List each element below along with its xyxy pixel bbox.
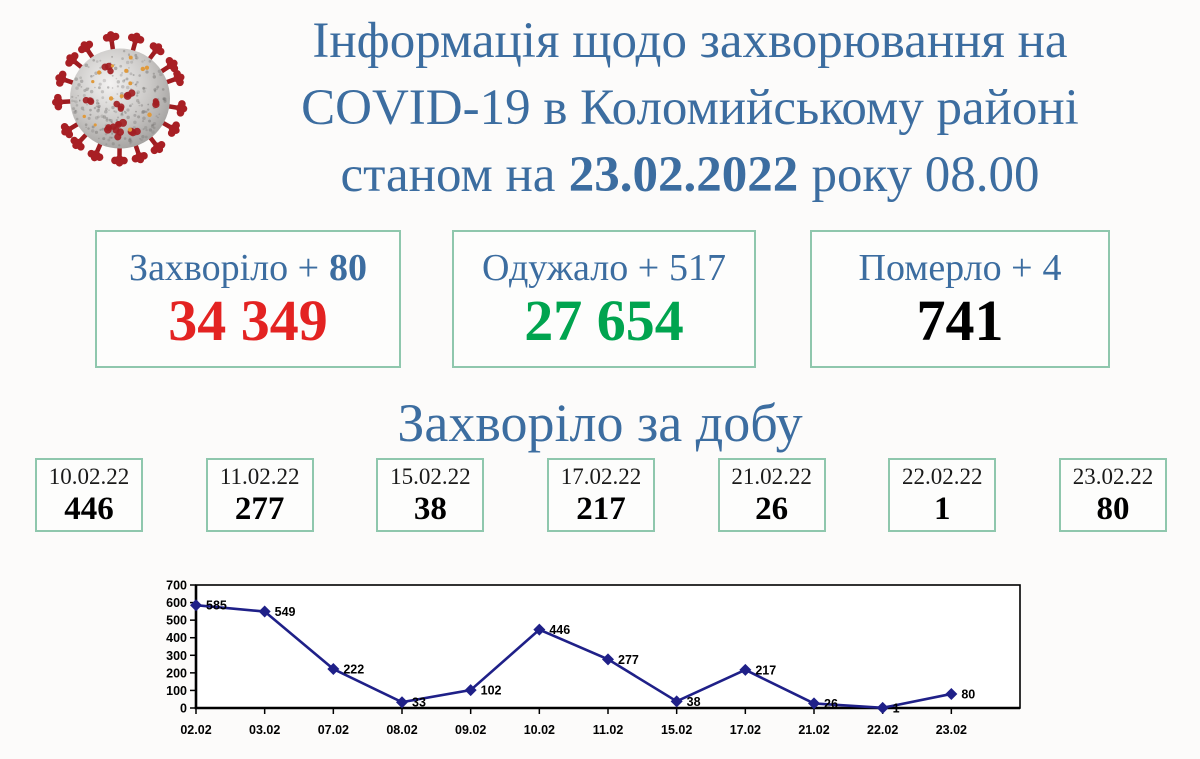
svg-text:700: 700 bbox=[166, 579, 187, 593]
daily-box: 23.02.22 80 bbox=[1058, 458, 1167, 532]
title-line-2: COVID-19 в Коломийському районі bbox=[301, 80, 1079, 136]
daily-box: 15.02.22 38 bbox=[376, 458, 485, 532]
svg-text:17.02: 17.02 bbox=[730, 723, 761, 737]
svg-text:200: 200 bbox=[166, 666, 187, 680]
svg-text:33: 33 bbox=[412, 696, 426, 710]
deaths-daily-delta: 4 bbox=[1042, 247, 1062, 289]
daily-boxes-row: 10.02.22 446 11.02.22 277 15.02.22 38 17… bbox=[35, 458, 1167, 532]
recovered-daily-delta: 517 bbox=[669, 247, 726, 289]
daily-box: 22.02.22 1 bbox=[888, 458, 997, 532]
daily-box-date: 23.02.22 bbox=[1072, 464, 1154, 489]
svg-text:07.02: 07.02 bbox=[318, 723, 349, 737]
title-date-suffix: року 08.00 bbox=[811, 147, 1040, 203]
svg-text:1: 1 bbox=[893, 701, 900, 715]
svg-text:0: 0 bbox=[180, 702, 187, 716]
svg-text:02.02: 02.02 bbox=[180, 723, 211, 737]
svg-text:277: 277 bbox=[618, 653, 639, 667]
daily-box-value: 1 bbox=[934, 491, 951, 527]
daily-box-value: 446 bbox=[64, 491, 114, 527]
svg-text:80: 80 bbox=[961, 687, 975, 701]
report-date: 23.02.2022 bbox=[568, 147, 799, 203]
svg-text:26: 26 bbox=[824, 697, 838, 711]
svg-text:100: 100 bbox=[166, 684, 187, 698]
recovered-total: 27 654 bbox=[524, 288, 684, 353]
deaths-card: Померло +4 741 bbox=[810, 230, 1110, 368]
deaths-total: 741 bbox=[916, 288, 1004, 353]
infected-daily-delta: 80 bbox=[328, 247, 367, 289]
daily-box-value: 38 bbox=[413, 491, 447, 527]
recovered-card: Одужало +517 27 654 bbox=[452, 230, 756, 368]
svg-text:09.02: 09.02 bbox=[455, 723, 486, 737]
line-chart-canvas: 0 100 200 300 400 500 600 700 02.02 03.02 07.02 08.… bbox=[166, 579, 1021, 737]
svg-text:03.02: 03.02 bbox=[249, 723, 280, 737]
coronavirus-image bbox=[52, 31, 188, 167]
daily-box-date: 21.02.22 bbox=[731, 464, 812, 489]
svg-text:15.02: 15.02 bbox=[661, 723, 692, 737]
infected-card: Захворіло +80 34 349 bbox=[95, 230, 401, 368]
daily-box-value: 217 bbox=[576, 491, 626, 527]
infected-total: 34 349 bbox=[168, 288, 328, 353]
svg-text:500: 500 bbox=[166, 614, 187, 628]
daily-box-date: 11.02.22 bbox=[219, 464, 300, 489]
recovered-label-text: Одужало + bbox=[482, 247, 660, 289]
svg-text:23.02: 23.02 bbox=[936, 723, 967, 737]
daily-box-date: 22.02.22 bbox=[902, 464, 983, 489]
daily-box-value: 277 bbox=[234, 491, 285, 527]
daily-box: 17.02.22 217 bbox=[546, 458, 655, 532]
svg-text:446: 446 bbox=[549, 623, 570, 637]
daily-box-date: 15.02.22 bbox=[390, 464, 471, 489]
deaths-card-label: Померло +4 bbox=[859, 246, 1062, 290]
daily-box: 21.02.22 26 bbox=[717, 458, 826, 532]
title-line-1: Інформація щодо захворювання на bbox=[312, 13, 1068, 69]
svg-text:549: 549 bbox=[275, 605, 296, 619]
svg-text:600: 600 bbox=[166, 596, 187, 610]
daily-box: 10.02.22 446 bbox=[35, 458, 143, 532]
svg-text:11.02: 11.02 bbox=[593, 723, 624, 737]
svg-text:21.02: 21.02 bbox=[798, 723, 829, 737]
svg-text:08.02: 08.02 bbox=[386, 723, 417, 737]
svg-text:300: 300 bbox=[166, 649, 187, 663]
svg-text:102: 102 bbox=[481, 684, 502, 698]
svg-text:400: 400 bbox=[166, 631, 187, 645]
recovered-card-label: Одужало +517 bbox=[482, 246, 726, 290]
svg-text:217: 217 bbox=[755, 663, 776, 677]
daily-cases-line-chart: 0 100 200 300 400 500 600 700 02.02 03.02 07.02 08.… bbox=[160, 570, 1040, 756]
daily-box-value: 80 bbox=[1096, 491, 1130, 527]
title-line-3: станом на 23.02.2022 року 08.00 bbox=[200, 142, 1180, 209]
daily-box-date: 17.02.22 bbox=[560, 464, 642, 489]
svg-text:222: 222 bbox=[343, 662, 364, 676]
title-date-prefix: станом на bbox=[340, 147, 556, 203]
daily-box-date: 10.02.22 bbox=[48, 464, 130, 489]
daily-box-value: 26 bbox=[755, 491, 789, 527]
deaths-label-text: Померло + bbox=[858, 247, 1033, 289]
infected-card-label: Захворіло +80 bbox=[129, 246, 367, 290]
infected-label-text: Захворіло + bbox=[129, 247, 320, 289]
daily-box: 11.02.22 277 bbox=[205, 458, 314, 532]
svg-text:10.02: 10.02 bbox=[524, 723, 555, 737]
page-title: Інформація щодо захворювання на COVID-19… bbox=[200, 8, 1180, 209]
svg-text:585: 585 bbox=[206, 599, 227, 613]
svg-text:22.02: 22.02 bbox=[867, 723, 898, 737]
svg-text:38: 38 bbox=[687, 695, 701, 709]
coronavirus-icon bbox=[40, 8, 200, 193]
daily-cases-heading: Захворіло за добу bbox=[397, 393, 803, 453]
